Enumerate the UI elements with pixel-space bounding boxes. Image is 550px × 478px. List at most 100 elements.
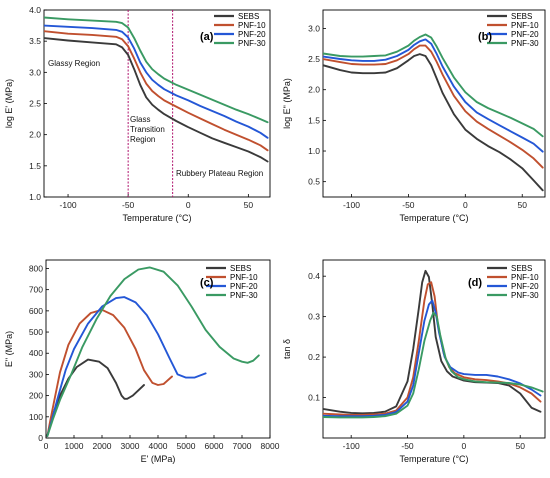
legend-label: PNF-30 (238, 39, 266, 48)
annotation-rubbery-plateau: Rubbery Plateau Region (176, 169, 263, 178)
y-tick-label: 4.0 (29, 5, 41, 15)
legend-label: PNF-20 (511, 30, 539, 39)
plot-frame (322, 9, 546, 198)
legend-label: PNF-10 (511, 273, 539, 282)
x-tick-label: -100 (343, 200, 360, 210)
y-tick-label: 0.4 (308, 271, 320, 281)
x-tick-label: -100 (60, 200, 77, 210)
y-tick-label: 1.0 (29, 192, 41, 202)
x-tick-label: 2000 (93, 441, 112, 451)
y-tick-label: 1.0 (308, 146, 320, 156)
y-tick-label: 100 (29, 412, 43, 422)
panel-1: -100 -50 0 50 1.0 1.5 2.0 2.5 3.0 3.5 4.0 Temperatu… (4, 5, 271, 223)
x-tick-label: 0 (186, 200, 191, 210)
series-line-pnf-20 (323, 299, 542, 418)
annotation-glassy-region: Glassy Region (48, 59, 100, 68)
legend-label: SEBS (511, 264, 532, 273)
y-tick-label: 500 (29, 327, 43, 337)
x-tick-label: 50 (515, 441, 525, 451)
x-tick-label: 0 (461, 441, 466, 451)
x-tick-label: 5000 (177, 441, 196, 451)
series-line-sebs (44, 37, 269, 163)
series-line-pnf-20 (323, 38, 544, 153)
series-line-pnf-10 (323, 281, 542, 416)
series-line-pnf-10 (323, 44, 544, 169)
panel-letter: (d) (468, 277, 482, 289)
legend-label: PNF-30 (511, 291, 539, 300)
legend-label: PNF-30 (230, 291, 258, 300)
annotation-glass-transition: Transition (130, 125, 165, 134)
legend-label: PNF-10 (230, 273, 258, 282)
series-line-sebs (323, 53, 544, 192)
legend-label: SEBS (511, 12, 532, 21)
y-tick-label: 400 (29, 348, 43, 358)
y-tick-label: 0.5 (308, 177, 320, 187)
x-tick-label: 0 (463, 200, 468, 210)
legend-label: PNF-10 (511, 21, 539, 30)
panel-letter: (a) (200, 31, 214, 43)
x-axis-label: Temperature (°C) (399, 213, 468, 223)
panel-4: -100 -50 0 50 0.1 0.2 0.3 0.4 Temperature (°C) ta… (282, 259, 546, 464)
series-line-pnf-30 (46, 266, 260, 437)
series-line-pnf-30 (323, 311, 544, 419)
y-tick-label: 3.0 (308, 23, 320, 33)
x-tick-label: 3000 (121, 441, 140, 451)
legend-label: PNF-20 (238, 30, 266, 39)
series-line-pnf-10 (46, 308, 173, 437)
x-tick-label: 50 (517, 200, 527, 210)
plot-frame (322, 259, 546, 439)
series-line-sebs (323, 269, 542, 415)
legend-label: PNF-20 (511, 282, 539, 291)
series-line-pnf-30 (323, 33, 544, 138)
y-axis-label: tan δ (282, 339, 292, 359)
y-tick-label: 3.5 (29, 36, 41, 46)
y-tick-label: 800 (29, 263, 43, 273)
y-tick-label: 200 (29, 391, 43, 401)
y-axis-label: log E' (MPa) (4, 79, 14, 128)
x-axis-label: Temperature (°C) (122, 213, 191, 223)
x-tick-label: 8000 (261, 441, 280, 451)
y-tick-label: 2.5 (308, 54, 320, 64)
x-axis-label: E' (MPa) (141, 454, 176, 464)
y-tick-label: 2.0 (308, 85, 320, 95)
x-tick-label: 7000 (233, 441, 252, 451)
y-tick-label: 1.5 (308, 115, 320, 125)
series-line-pnf-10 (44, 30, 269, 152)
legend-label: PNF-10 (238, 21, 266, 30)
legend-label: SEBS (230, 264, 251, 273)
x-tick-label: 6000 (205, 441, 224, 451)
x-tick-label: 50 (244, 200, 254, 210)
y-tick-label: 300 (29, 369, 43, 379)
series-line-pnf-20 (46, 296, 207, 437)
y-tick-label: 700 (29, 285, 43, 295)
series-line-pnf-20 (44, 24, 269, 139)
panel-3: 0 1000 2000 3000 4000 5000 6000 7000 8000 0 100 200… (4, 259, 280, 464)
panel-letter: (c) (200, 277, 214, 289)
y-axis-label: E" (MPa) (4, 331, 14, 367)
legend-label: SEBS (238, 12, 259, 21)
annotation-glass-transition: Glass (130, 115, 150, 124)
y-tick-label: 600 (29, 306, 43, 316)
x-tick-label: -50 (401, 441, 414, 451)
x-tick-label: 0 (44, 441, 49, 451)
y-tick-label: 1.5 (29, 161, 41, 171)
panel-letter: (b) (478, 31, 492, 43)
y-tick-label: 0.2 (308, 352, 320, 362)
legend-label: PNF-30 (511, 39, 539, 48)
series-line-pnf-30 (44, 16, 269, 124)
y-axis-label: log E" (MPa) (282, 78, 292, 129)
y-tick-label: 0.1 (308, 393, 320, 403)
x-tick-label: -50 (122, 200, 135, 210)
y-tick-label: 2.5 (29, 99, 41, 109)
x-tick-label: -100 (343, 441, 360, 451)
annotation-glass-transition: Region (130, 135, 155, 144)
y-tick-label: 0.3 (308, 312, 320, 322)
y-tick-label: 0 (38, 433, 43, 443)
x-tick-label: -50 (402, 200, 415, 210)
y-tick-label: 3.0 (29, 67, 41, 77)
